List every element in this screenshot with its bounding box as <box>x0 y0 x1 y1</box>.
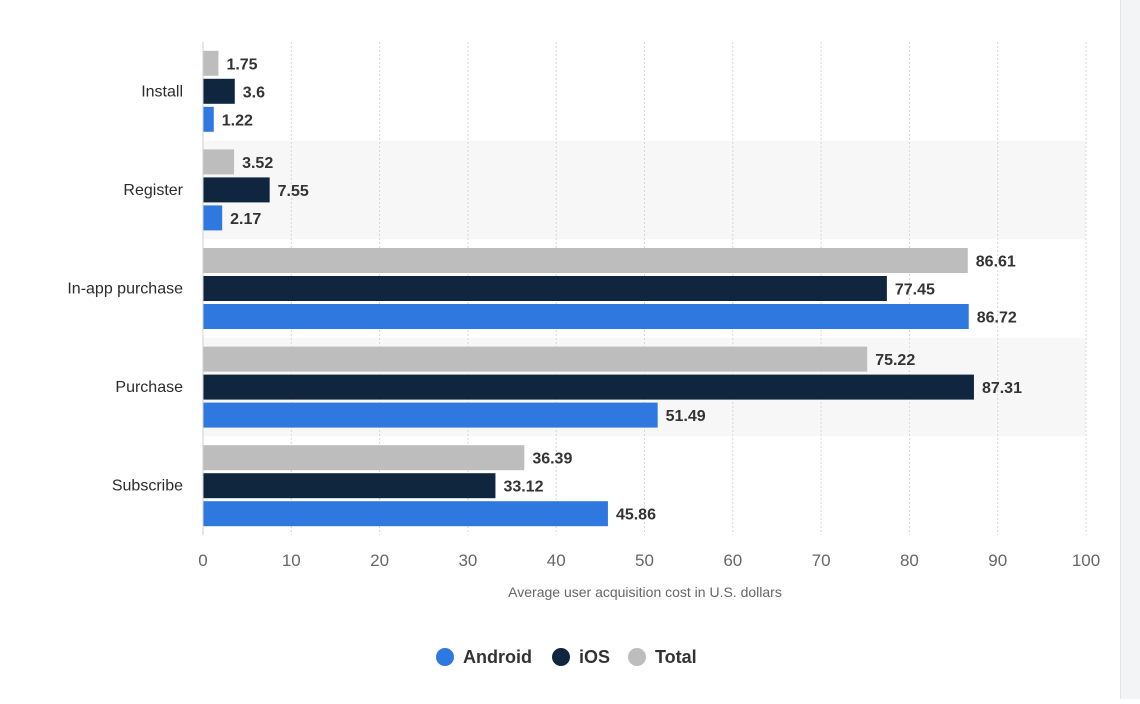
x-tick-label: 20 <box>370 551 389 570</box>
value-label: 75.22 <box>875 352 915 369</box>
bar-ios-install[interactable] <box>203 78 235 104</box>
bar-android-in-app-purchase[interactable] <box>203 304 969 329</box>
bar-total-purchase[interactable] <box>203 346 868 372</box>
category-labels: Install Register In-app purchase Purchase Su… <box>67 83 183 494</box>
x-tick-label: 60 <box>723 551 742 570</box>
value-label: 1.22 <box>222 112 253 129</box>
legend-marker-ios[interactable] <box>552 648 570 666</box>
value-label: 86.61 <box>976 254 1016 271</box>
legend-label-ios[interactable]: iOS <box>579 647 610 667</box>
legend-label-android[interactable]: Android <box>463 647 532 667</box>
value-label: 33.12 <box>503 479 543 496</box>
bar-ios-register[interactable] <box>203 177 270 203</box>
value-label: 36.39 <box>532 451 572 468</box>
x-tick-label: 80 <box>900 551 919 570</box>
x-tick-label: 90 <box>988 551 1007 570</box>
legend-marker-total[interactable] <box>628 648 646 666</box>
value-label: 2.17 <box>230 211 261 228</box>
category-label: Purchase <box>115 379 183 396</box>
value-label: 45.86 <box>616 507 656 524</box>
value-label: 7.55 <box>278 183 309 200</box>
x-axis-title: Average user acquisition cost in U.S. do… <box>508 584 782 600</box>
value-labels: 1.75 3.6 1.22 3.52 7.55 2.17 86.61 77.45 86.72 75… <box>222 56 1022 523</box>
x-axis-ticks: 0 10 20 30 40 50 60 70 80 90 100 <box>198 551 1100 570</box>
bar-ios-purchase[interactable] <box>203 374 974 400</box>
value-label: 87.31 <box>982 380 1022 397</box>
x-tick-label: 50 <box>635 551 654 570</box>
category-label: Register <box>123 182 183 199</box>
bar-ios-subscribe[interactable] <box>203 473 496 499</box>
value-label: 51.49 <box>666 408 706 425</box>
category-label: Install <box>141 83 183 100</box>
value-label: 1.75 <box>226 56 257 73</box>
bar-android-subscribe[interactable] <box>203 501 608 527</box>
value-label: 3.52 <box>242 155 273 172</box>
legend-marker-android[interactable] <box>436 648 454 666</box>
x-tick-label: 0 <box>198 551 207 570</box>
bar-android-register[interactable] <box>203 205 223 231</box>
bar-total-subscribe[interactable] <box>203 445 525 471</box>
bar-total-install[interactable] <box>203 50 219 76</box>
x-tick-label: 10 <box>282 551 301 570</box>
bar-ios-in-app-purchase[interactable] <box>203 276 887 301</box>
category-label: In-app purchase <box>67 281 183 298</box>
legend: Android iOS Total <box>436 647 697 667</box>
value-label: 86.72 <box>977 310 1017 327</box>
bar-android-install[interactable] <box>203 106 214 132</box>
category-label: Subscribe <box>112 478 183 495</box>
bar-total-in-app-purchase[interactable] <box>203 248 968 273</box>
value-label: 3.6 <box>243 84 265 101</box>
bar-android-purchase[interactable] <box>203 402 658 428</box>
bar-total-register[interactable] <box>203 149 235 175</box>
x-tick-label: 40 <box>547 551 566 570</box>
x-tick-label: 100 <box>1072 551 1100 570</box>
x-tick-label: 70 <box>812 551 831 570</box>
legend-label-total[interactable]: Total <box>655 647 697 667</box>
page-edge <box>1120 0 1140 699</box>
bars-group <box>203 50 974 527</box>
x-tick-label: 30 <box>458 551 477 570</box>
value-label: 77.45 <box>895 282 935 299</box>
